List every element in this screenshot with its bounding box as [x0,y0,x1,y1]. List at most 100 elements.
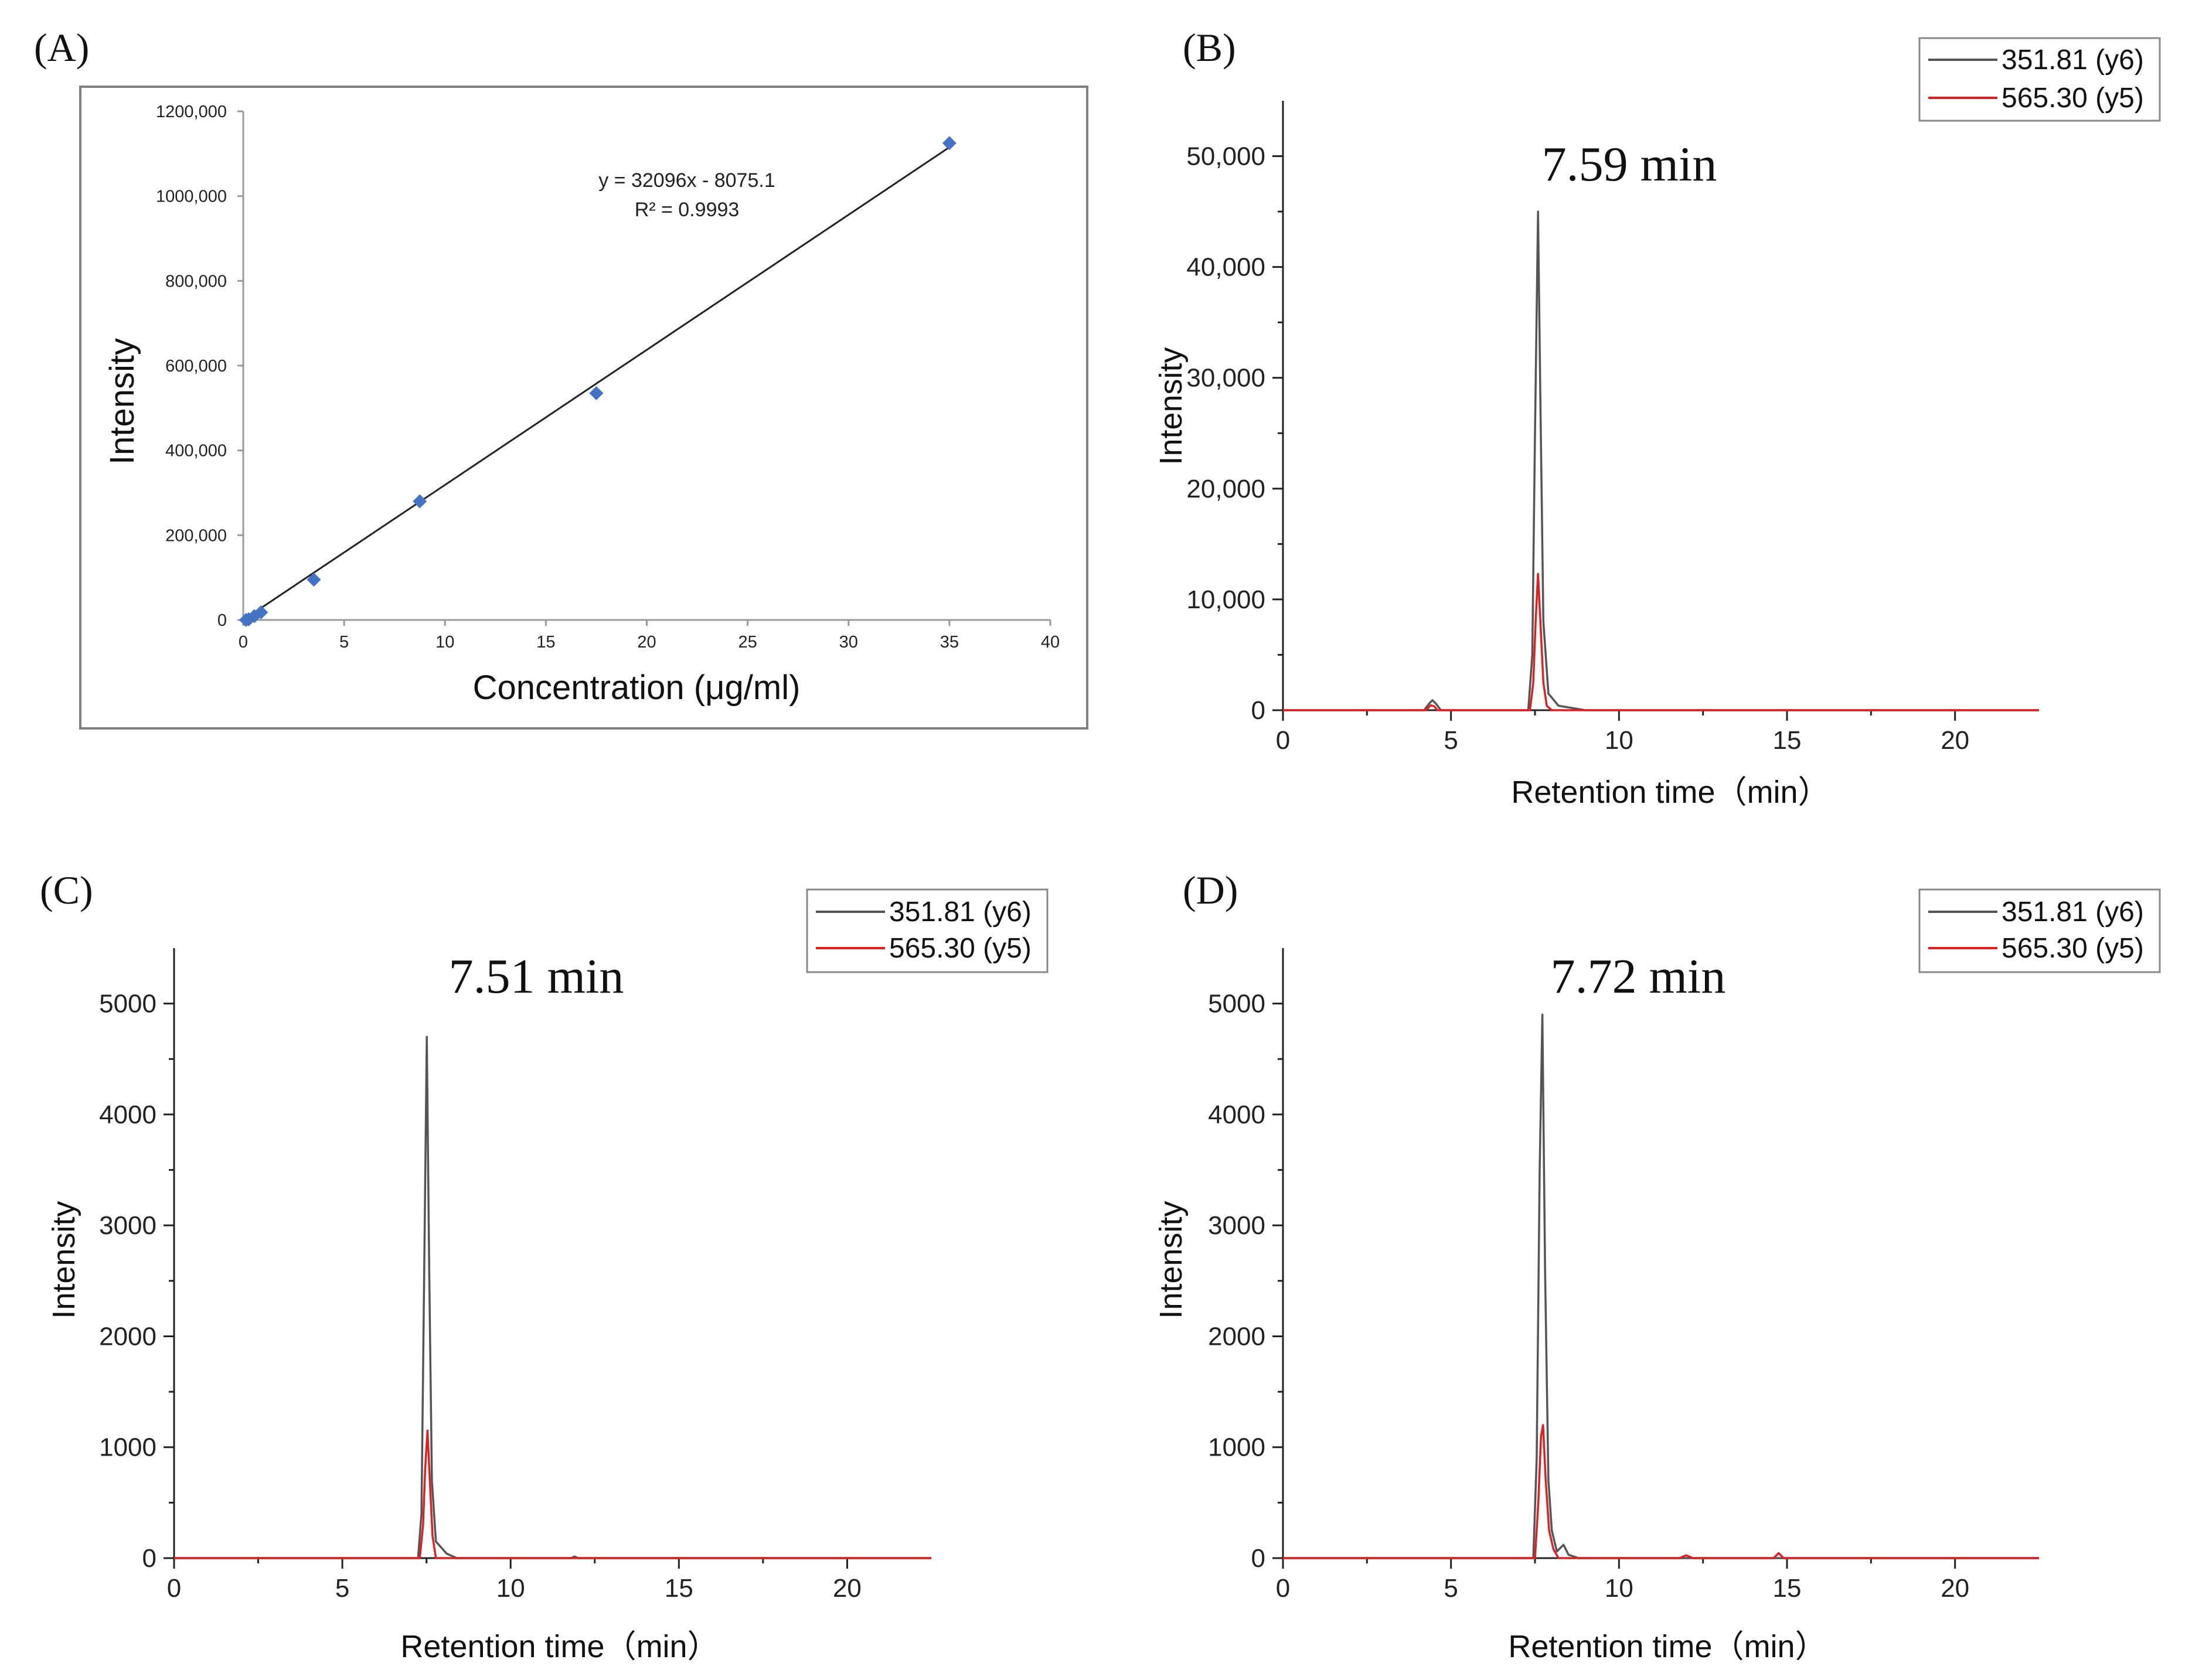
y-tick-label: 5000 [99,990,156,1018]
legend-box [806,888,1049,973]
y-axis-label: Intensity [1153,1201,1189,1318]
data-series: 0 5 10 15 20 0 1000 2000 3000 4000 5000 [1208,948,2039,1603]
x-tick-label: 10 [1605,726,1633,755]
calibration-chart: 0 5 10 15 20 25 30 35 40 0 200,000 400,000 600,000 80… [79,86,1088,730]
data-series: 0 5 10 15 20 0 10,000 20,000 30,000 40,000 50,000 [1186,101,2039,755]
x-tick-label: 30 [839,633,858,652]
chromatogram-d: 0 5 10 15 20 0 1000 2000 3000 4000 5000 7.72 min R… [1153,888,2161,1664]
peak-annotation: 7.72 min [1551,949,1726,1004]
y-tick-label: 4000 [99,1100,156,1129]
x-tick-label: 0 [167,1574,181,1603]
y-tick-label: 3000 [99,1211,156,1240]
x-tick-label: 10 [1605,1574,1633,1603]
x-tick-label: 0 [239,633,248,652]
data-point [254,605,268,619]
legend: 351.81 (y6) 565.30 (y5) [1918,37,2161,122]
x-tick-label: 15 [1773,1574,1802,1603]
peak-annotation: 7.59 min [1542,137,1717,192]
legend-box [1918,888,2161,973]
x-tick-label: 10 [496,1574,525,1603]
y-tick-label: 600,000 [165,357,227,376]
y-tick-label: 2000 [99,1322,156,1351]
legend-entry-y6: 351.81 (y6) [889,897,1032,928]
y-tick-label: 1000 [99,1433,156,1462]
legend-entry-y5: 565.30 (y5) [2002,933,2144,964]
y-tick-label: 10,000 [1186,585,1265,614]
series-line-y5 [1283,573,2039,711]
panel-label-c: (C) [40,868,93,912]
panel-label-d: (D) [1183,868,1238,912]
y-tick-label: 1000 [1208,1433,1265,1462]
grid: 0 5 10 15 20 25 30 35 40 0 200,000 400,000 600,000 80… [156,103,1060,652]
y-tick-label: 4000 [1208,1100,1265,1129]
legend-entry-y6: 351.81 (y6) [2002,45,2144,76]
legend-entry-y5: 565.30 (y5) [889,933,1032,964]
data-point [589,386,604,401]
x-axis-label: Concentration (μg/ml) [473,669,801,707]
y-tick-label: 40,000 [1186,253,1265,282]
y-tick-label: 2000 [1208,1322,1265,1351]
y-axis-label: Intensity [46,1201,81,1318]
y-tick-label: 5000 [1208,990,1265,1018]
legend: 351.81 (y6) 565.30 (y5) [1918,888,2161,973]
x-tick-label: 5 [335,1574,349,1603]
data-series [239,136,957,627]
x-tick-label: 5 [339,633,349,652]
x-tick-label: 5 [1444,1574,1458,1603]
legend-entry-y6: 351.81 (y6) [2002,897,2144,928]
y-tick-label: 0 [142,1544,156,1573]
series-line-y5 [174,1429,931,1559]
y-tick-label: 0 [1251,696,1265,725]
series-line-y6 [1283,210,2039,711]
x-tick-label: 20 [637,633,656,652]
x-tick-label: 5 [1444,726,1458,755]
chromatogram-b: 0 5 10 15 20010,00020,00030,00040,00050,000 … [1153,37,2161,810]
trendline [243,146,950,621]
data-point [307,573,321,587]
y-tick-label: 30,000 [1186,364,1265,393]
x-tick-label: 35 [940,633,959,652]
panel-label-a: (A) [34,25,89,70]
x-tick-label: 20 [1941,726,1969,755]
x-tick-label: 0 [1276,726,1290,755]
x-tick-label: 15 [1773,726,1802,755]
data-series: 0 5 10 15 20 0 1000 2000 3000 4000 5000 [99,948,931,1603]
x-tick-label: 0 [1276,1574,1290,1603]
y-tick-label: 200,000 [165,526,227,545]
peak-annotation: 7.51 min [449,949,624,1004]
chromatogram-c: 0 5 10 15 20 0 1000 2000 3000 4000 5000 7.51 min R… [46,888,1049,1664]
x-tick-label: 25 [738,633,757,652]
legend-entry-y5: 565.30 (y5) [2002,83,2144,114]
series-line-y6 [174,1035,931,1559]
y-axis-label: Intensity [103,338,141,465]
series-line-y5 [1283,1424,2039,1559]
y-tick-label: 20,000 [1186,475,1265,503]
x-tick-label: 20 [1941,1574,1969,1603]
x-tick-label: 15 [536,633,555,652]
y-tick-label: 50,000 [1186,142,1265,171]
panel-label-b: (B) [1183,25,1236,70]
data-point [942,136,957,151]
legend: 351.81 (y6) 565.30 (y5) [806,888,1049,973]
y-tick-label: 400,000 [165,442,227,461]
legend-box [1918,37,2161,122]
x-tick-label: 40 [1041,633,1060,652]
x-axis-label: Retention time（min） [400,1629,719,1664]
y-tick-label: 0 [1251,1544,1265,1573]
series-line-y6 [1283,1013,2039,1559]
x-tick-label: 20 [833,1574,862,1603]
x-axis-label: Retention time（min） [1511,775,1829,810]
chart-frame [79,86,1088,730]
r-squared-label: R² = 0.9993 [635,199,740,221]
y-tick-label: 3000 [1208,1211,1265,1240]
data-point [413,494,427,509]
trendline-equation: y = 32096x - 8075.1 [598,169,775,192]
x-tick-label: 10 [435,633,454,652]
x-axis-label: Retention time（min） [1508,1629,1826,1664]
y-tick-label: 1000,000 [156,188,227,206]
y-tick-label: 800,000 [165,272,227,291]
y-axis-label: Intensity [1153,347,1189,465]
x-tick-label: 15 [665,1574,693,1603]
y-tick-label: 0 [217,611,227,630]
